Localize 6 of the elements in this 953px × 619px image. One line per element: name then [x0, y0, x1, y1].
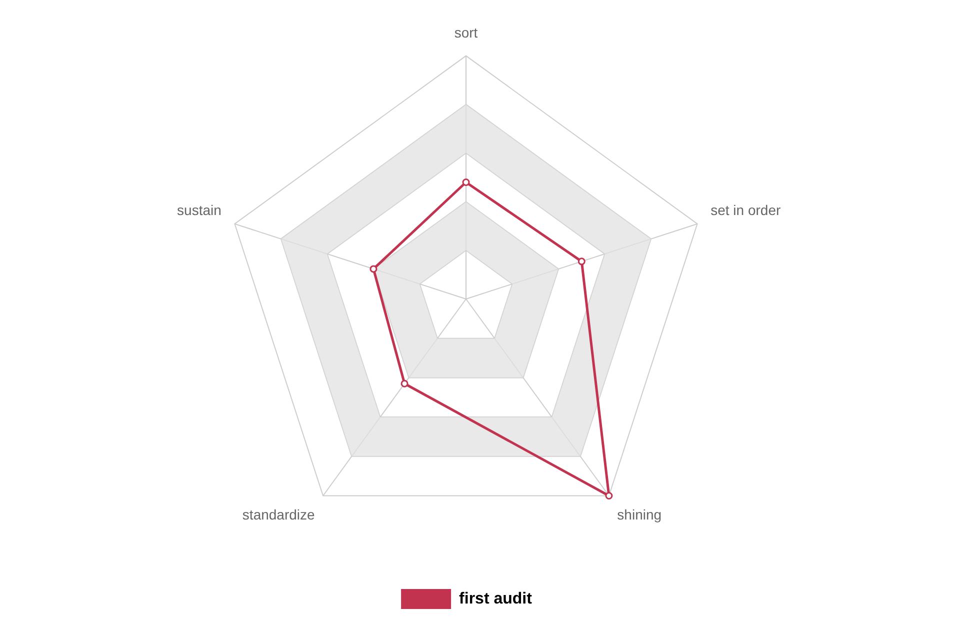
spoke-label: sustain — [177, 202, 222, 218]
spoke-label: standardize — [242, 506, 316, 522]
legend-label: first audit — [459, 590, 533, 608]
spoke-label: shining — [617, 506, 662, 522]
spoke-label: set in order — [710, 202, 781, 218]
spoke-label: sort — [454, 24, 478, 40]
